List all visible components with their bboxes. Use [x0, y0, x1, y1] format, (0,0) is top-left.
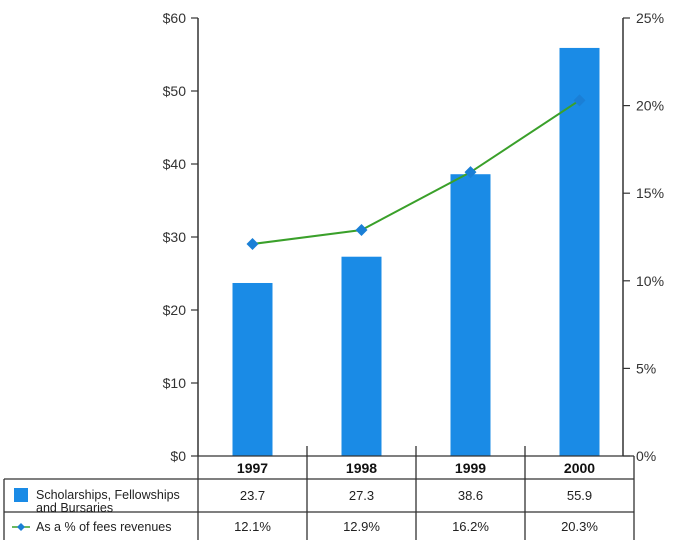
- table-cell-bar: 38.6: [458, 488, 483, 503]
- year-label: 2000: [564, 460, 595, 476]
- right-tick-label: 0%: [636, 448, 656, 464]
- bar-2000: [559, 47, 600, 457]
- year-label: 1998: [346, 460, 377, 476]
- table-cell-bar: 23.7: [240, 488, 265, 503]
- percent-point-1997: [246, 238, 259, 251]
- bars-layer: [232, 47, 600, 457]
- left-tick-label: $50: [163, 83, 187, 99]
- left-tick-label: $20: [163, 302, 187, 318]
- percent-point-1999: [464, 166, 477, 179]
- right-tick-label: 20%: [636, 98, 664, 114]
- percent-point-1998: [355, 223, 368, 236]
- table-cell-line: 12.1%: [234, 519, 271, 534]
- table-cell-bar: 55.9: [567, 488, 592, 503]
- table-cell-line: 16.2%: [452, 519, 489, 534]
- legend-label-bar: and Bursaries: [36, 501, 113, 515]
- legend-swatch-bar: [14, 488, 28, 502]
- axes-layer: $0 $10 $20 $30 $40 $50 $60 0% 5% 10% 15% 20% 25%: [163, 10, 664, 464]
- year-label: 1999: [455, 460, 486, 476]
- left-tick-label: $60: [163, 10, 187, 26]
- bar-1999: [450, 174, 491, 456]
- year-label: 1997: [237, 460, 268, 476]
- left-tick-label: $0: [170, 448, 186, 464]
- bar-1997: [232, 282, 273, 456]
- right-tick-label: 25%: [636, 10, 664, 26]
- right-tick-label: 10%: [636, 273, 664, 289]
- left-tick-label: $30: [163, 229, 187, 245]
- right-tick-label: 15%: [636, 185, 664, 201]
- left-tick-label: $40: [163, 156, 187, 172]
- table-cell-bar: 27.3: [349, 488, 374, 503]
- table-cell-line: 20.3%: [561, 519, 598, 534]
- percent-line: [252, 99, 581, 245]
- right-tick-label: 5%: [636, 360, 656, 376]
- legend-marker-swatch: [17, 523, 25, 531]
- line-layer: [246, 94, 586, 251]
- left-tick-label: $10: [163, 375, 187, 391]
- bar-1998: [341, 256, 382, 456]
- legend-label-line: As a % of fees revenues: [36, 520, 172, 534]
- percent-point-2000: [573, 94, 586, 107]
- data-table: 1997 1998 1999 2000 Scholarships, Fellowship…: [3, 446, 635, 540]
- legend-label-bar: Scholarships, Fellowships: [36, 488, 180, 502]
- table-cell-line: 12.9%: [343, 519, 380, 534]
